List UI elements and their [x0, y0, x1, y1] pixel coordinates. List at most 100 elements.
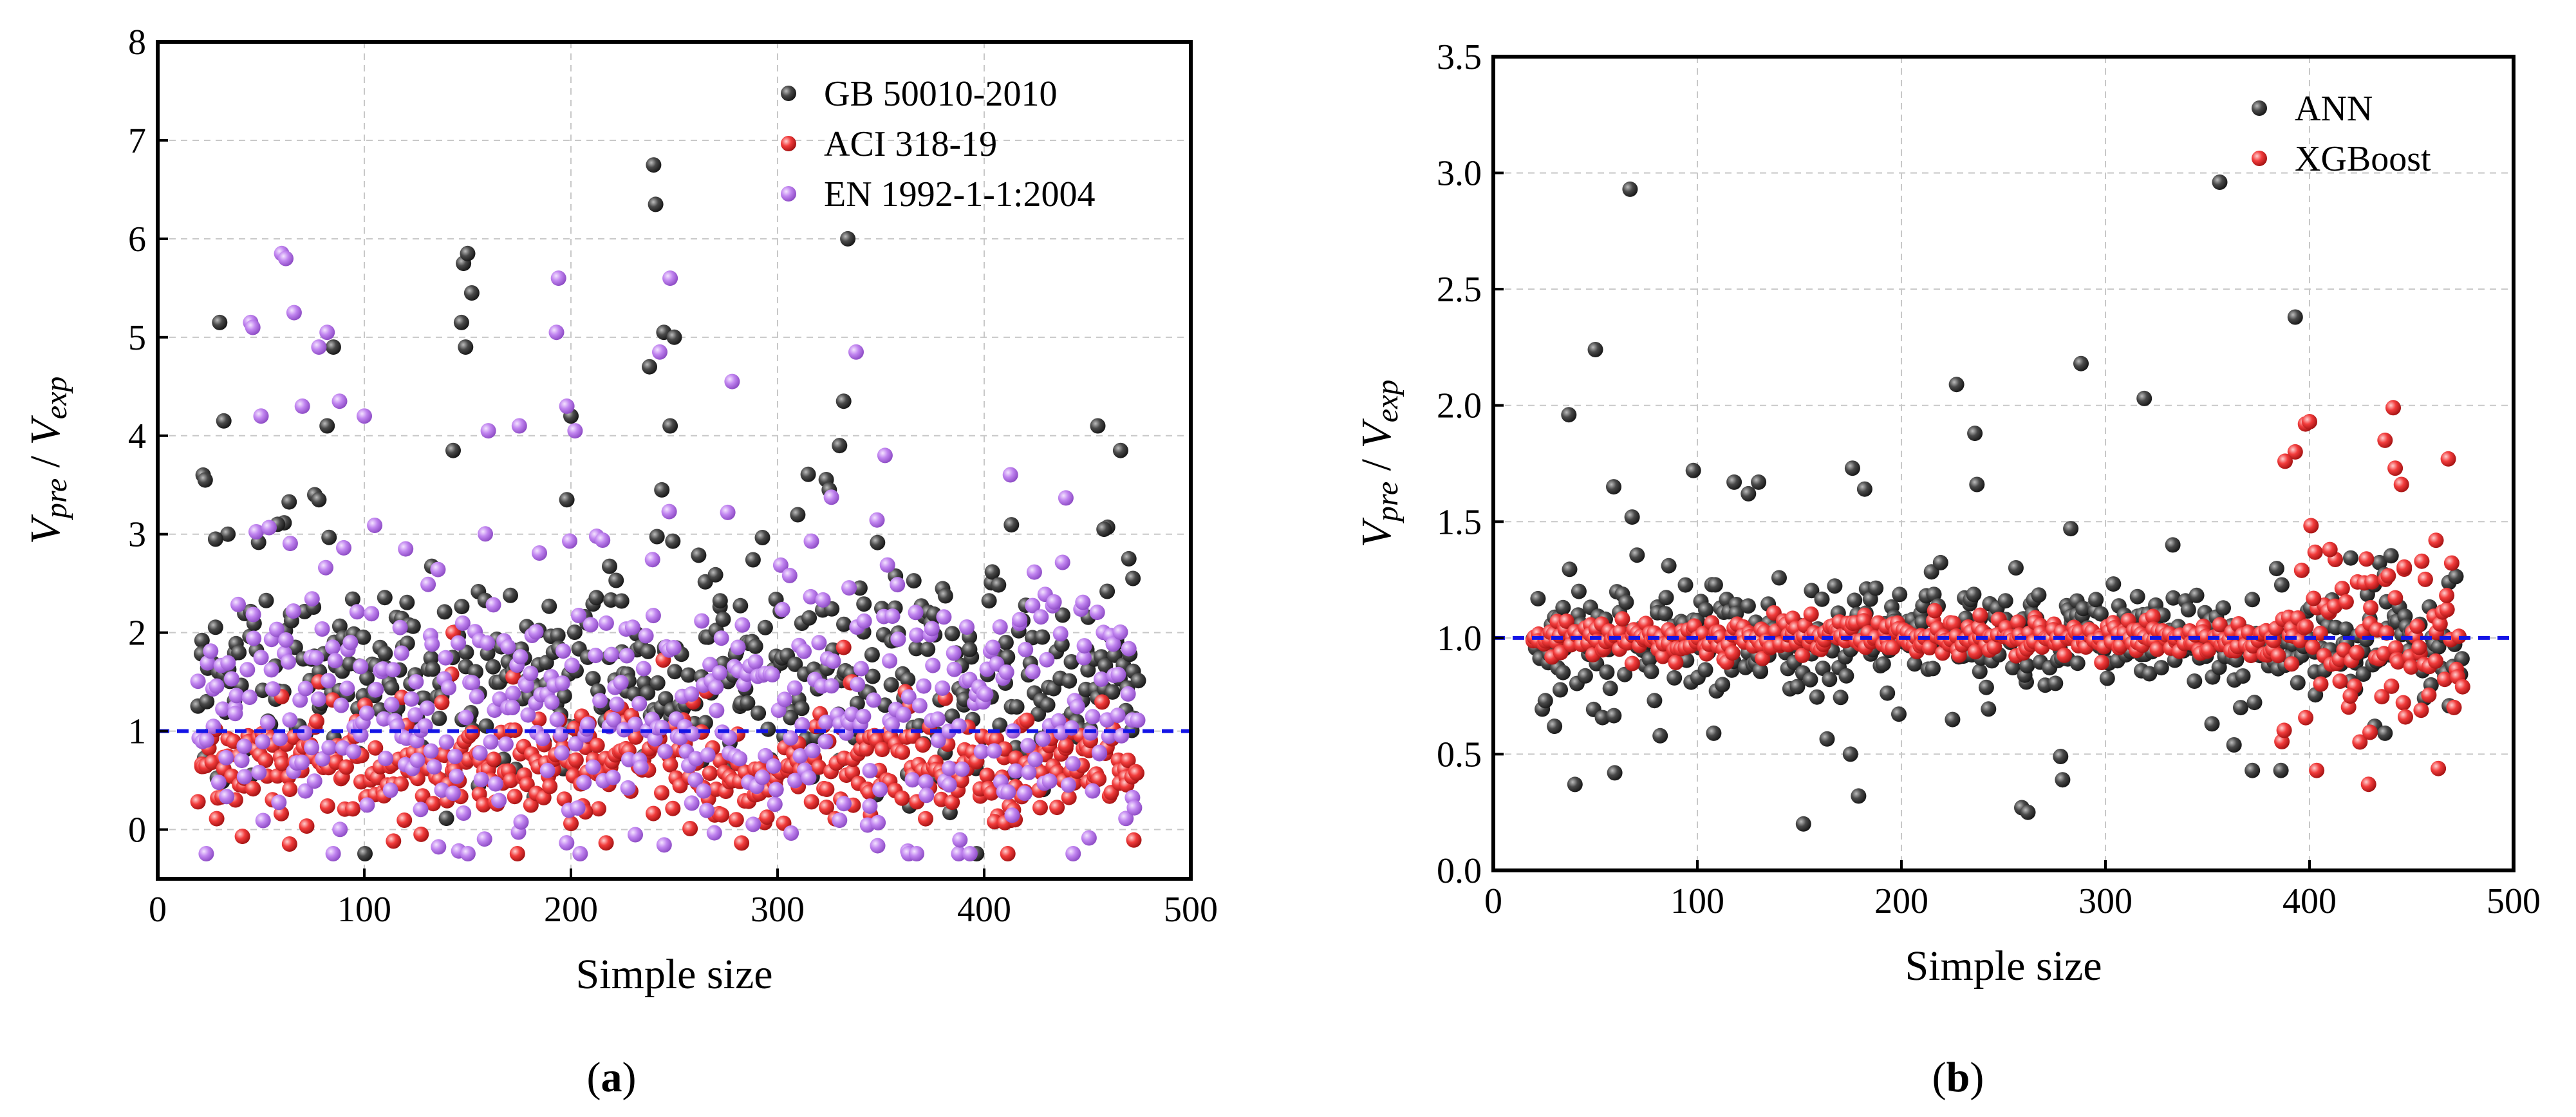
- data-point-a-s0-483: [666, 329, 682, 345]
- data-point-a-s2-39: [272, 731, 288, 747]
- data-point-b-s0-371: [2273, 577, 2290, 593]
- data-point-a-s2-66: [325, 846, 341, 861]
- data-point-a-s2-32: [255, 734, 271, 750]
- data-point-a-s1-249: [702, 765, 718, 782]
- data-point-a-s2-396: [1000, 784, 1016, 800]
- data-point-a-s2-106: [409, 752, 425, 768]
- data-point-a-s2-364: [936, 609, 952, 625]
- data-point-a-s2-22: [236, 769, 252, 785]
- data-point-b-s0-280: [2093, 606, 2109, 622]
- data-point-a-s2-388: [985, 639, 1001, 655]
- data-point-a-s2-9: [209, 678, 225, 694]
- ticks-a: 0 100 200 300 400 500 0 1 2 3 4 5 6 7 8: [128, 23, 1218, 930]
- data-point-a-s2-145: [485, 597, 501, 613]
- data-point-a-s1-335: [874, 742, 890, 758]
- data-point-b-s0-480: [1567, 776, 1583, 793]
- data-point-a-s0-175: [550, 628, 566, 643]
- data-point-a-s2-395: [998, 664, 1014, 681]
- data-point-a-s2-311: [825, 653, 841, 669]
- data-point-a-s2-471: [550, 270, 566, 286]
- x-tick-label: 300: [2078, 881, 2133, 921]
- data-point-a-s2-185: [571, 608, 586, 623]
- data-point-a-s0-240: [680, 667, 696, 683]
- data-point-a-s2-64: [321, 673, 336, 689]
- data-point-a-s2-407: [1025, 597, 1041, 614]
- data-point-a-s2-79: [353, 659, 369, 675]
- data-point-b-s0-23: [1571, 583, 1587, 599]
- data-point-a-s1-412: [1032, 800, 1048, 816]
- data-point-a-s0-75: [344, 591, 360, 607]
- data-point-a-s2-433: [1076, 650, 1092, 666]
- data-point-a-s0-493: [1121, 550, 1137, 567]
- data-point-a-s2-47: [285, 603, 301, 619]
- data-point-a-s2-93: [382, 782, 398, 798]
- data-point-a-s1-114: [425, 796, 442, 812]
- data-point-a-s2-114: [423, 743, 439, 759]
- data-point-a-s2-65: [324, 639, 341, 655]
- data-point-a-s2-52: [297, 681, 313, 697]
- chart-panel-b: 0 100 200 300 400 500 0.0 0.5 1.0 1.5 2.0 2.5 3.0 3.5…: [1353, 37, 2541, 1101]
- data-point-a-s0-244: [691, 547, 707, 563]
- data-point-a-s2-373: [952, 832, 968, 848]
- data-point-a-s2-351: [909, 627, 925, 643]
- data-point-a-s0-143: [485, 659, 501, 675]
- data-point-a-s2-99: [393, 645, 409, 661]
- data-point-b-s1-263: [2057, 647, 2073, 663]
- data-point-a-s2-256: [713, 630, 729, 646]
- data-point-a-s2-25: [241, 690, 257, 705]
- data-point-a-s0-468: [311, 492, 327, 508]
- data-point-a-s2-138: [472, 745, 488, 761]
- x-axis-title-b: Simple size: [1905, 943, 2102, 990]
- data-point-a-s2-475: [662, 270, 678, 286]
- data-point-b-s1-432: [2396, 559, 2413, 575]
- data-point-b-s1-306: [2145, 608, 2161, 624]
- y-tick-label: 2: [128, 614, 146, 653]
- data-point-a-s1-172: [542, 778, 558, 794]
- data-point-a-s2-299: [803, 588, 819, 605]
- data-point-a-s2-183: [564, 657, 580, 673]
- data-point-a-s1-222: [646, 805, 661, 821]
- data-point-a-s2-403: [1016, 785, 1032, 802]
- data-point-a-s0-486: [840, 230, 856, 247]
- data-point-a-s0-152: [503, 587, 518, 603]
- data-point-a-s1-459: [1129, 765, 1144, 781]
- data-point-a-s2-298: [801, 769, 817, 785]
- data-point-a-s2-244: [688, 751, 704, 767]
- data-point-a-s0-1: [194, 632, 210, 648]
- data-point-a-s0-488: [832, 438, 848, 454]
- data-point-b-s1-443: [2421, 687, 2437, 703]
- data-point-a-s2-398: [1004, 807, 1020, 823]
- data-point-a-s2-282: [765, 758, 781, 774]
- data-point-a-s2-306: [818, 714, 834, 730]
- data-point-b-s1-409: [2352, 734, 2368, 750]
- data-point-b-s0-460: [1622, 181, 1638, 197]
- data-point-b-s1-399: [2332, 673, 2348, 689]
- data-point-a-s2-175: [549, 711, 565, 727]
- legend-marker-a-1: [781, 136, 796, 151]
- data-point-b-s0-479: [2165, 537, 2181, 553]
- data-point-a-s1-344: [895, 744, 910, 760]
- x-tick-label: 0: [1484, 881, 1502, 921]
- data-point-a-s2-19: [229, 688, 245, 704]
- data-point-a-s2-206: [613, 675, 629, 691]
- data-point-a-s2-473: [559, 398, 575, 414]
- data-point-a-s0-272: [745, 552, 761, 568]
- data-point-a-s2-266: [734, 617, 751, 633]
- data-point-a-s2-196: [592, 693, 608, 709]
- data-point-a-s1-464: [835, 639, 852, 655]
- data-point-b-s0-463: [1948, 377, 1965, 393]
- data-point-a-s2-447: [1105, 636, 1121, 652]
- data-point-b-s1-132: [1795, 647, 1811, 663]
- data-point-a-s2-372: [951, 846, 967, 861]
- data-point-b-s1-474: [2342, 688, 2358, 704]
- data-point-a-s2-35: [263, 662, 279, 678]
- data-point-a-s0-332: [870, 534, 886, 550]
- data-point-a-s0-219: [640, 685, 656, 701]
- data-point-a-s1-9: [209, 811, 225, 827]
- data-point-a-s1-278: [759, 809, 775, 825]
- data-point-a-s0-339: [883, 677, 899, 693]
- data-point-b-s0-494: [2377, 725, 2393, 741]
- data-point-b-s1-476: [2363, 599, 2379, 615]
- data-point-a-s2-320: [844, 706, 860, 722]
- data-point-a-s2-472: [548, 324, 565, 341]
